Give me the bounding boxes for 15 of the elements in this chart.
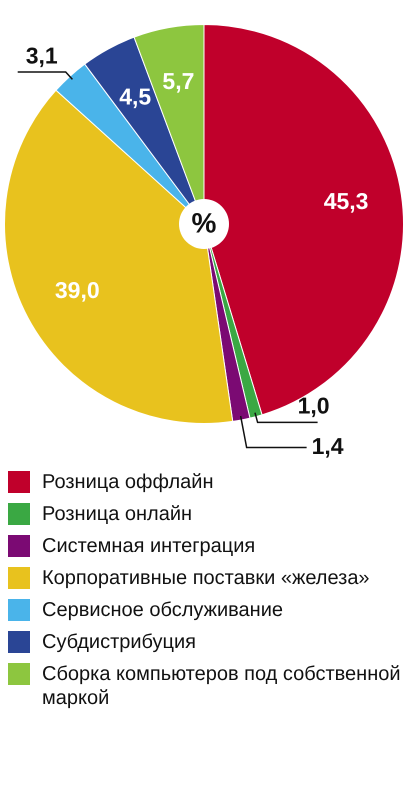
legend-label: Субдистрибуция	[42, 630, 196, 654]
data-label: 5,7	[162, 68, 194, 94]
data-label: 3,1	[26, 42, 58, 68]
data-label: 45,3	[324, 188, 368, 214]
text: %	[192, 208, 217, 239]
legend-label: Розница оффлайн	[42, 470, 214, 494]
legend-label: Розница онлайн	[42, 502, 192, 526]
legend-label: Сервисное обслуживание	[42, 598, 283, 622]
data-label: 1,0	[298, 392, 330, 419]
data-label: 4,5	[119, 83, 152, 110]
legend-label: Корпоративные поставки «железа»	[42, 566, 370, 590]
data-label: 1,4	[312, 432, 344, 459]
data-label: 39,0	[54, 276, 100, 303]
legend-label: Сборка компьютеров под собственной маркой	[42, 662, 402, 710]
legend-label: Системная интеграция	[42, 534, 256, 558]
